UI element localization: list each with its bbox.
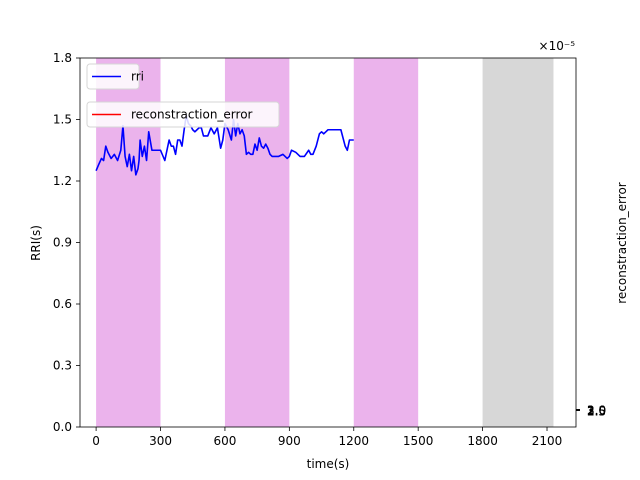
legend-label-reconstraction_error: reconstraction_error: [131, 108, 253, 122]
shaded-region-2: [353, 58, 419, 427]
x-tick-label-2: 600: [213, 434, 236, 448]
x-axis-label: time(s): [307, 457, 350, 471]
y2-axis-label: reconstraction_error: [615, 182, 629, 304]
y-tick-label-5: 1.5: [53, 113, 72, 127]
legend-label-rri: rri: [131, 70, 144, 84]
axis-labels: time(s) RRI(s) reconstraction_error ×10⁻…: [29, 39, 629, 471]
x-tick-label-5: 1500: [403, 434, 434, 448]
axes: 0 300 600 900 1200 1500 1800 2100 0.0 0.3 0.6 0.9 1.…: [53, 51, 606, 448]
y2-tick-label-3: 1.5: [587, 404, 606, 418]
y-tick-label-1: 0.3: [53, 359, 72, 373]
x-tick-label-1: 300: [149, 434, 172, 448]
x-tick-label-3: 900: [278, 434, 301, 448]
legend-box-1: [86, 101, 280, 128]
shaded-region-3: [482, 58, 554, 427]
y2-tick-label-5: 3.5: [587, 404, 606, 418]
y2-tick-label-0: 1.0: [587, 404, 606, 418]
y2-tick-label-1: 2.5: [587, 404, 606, 418]
y-tick-label-0: 0.0: [53, 420, 72, 434]
y2-offset-text: ×10⁻⁵: [539, 39, 576, 53]
y-tick-label-3: 0.9: [53, 236, 72, 250]
y2-tick-label-4: 2.0: [587, 404, 606, 418]
series-lines: [95, 114, 354, 176]
series-line-rri: [95, 114, 354, 176]
x-tick-label-7: 2100: [532, 434, 563, 448]
y-tick-label-4: 1.2: [53, 174, 72, 188]
y2-tick-label-2: 3.0: [587, 404, 606, 418]
y-tick-label-2: 0.6: [53, 297, 72, 311]
y-axis-label: RRI(s): [29, 225, 43, 261]
y-tick-label-6: 1.8: [53, 51, 72, 65]
x-tick-label-6: 1800: [467, 434, 498, 448]
legend: rri reconstraction_error: [86, 63, 280, 128]
x-tick-label-0: 0: [92, 434, 100, 448]
x-tick-label-4: 1200: [338, 434, 369, 448]
